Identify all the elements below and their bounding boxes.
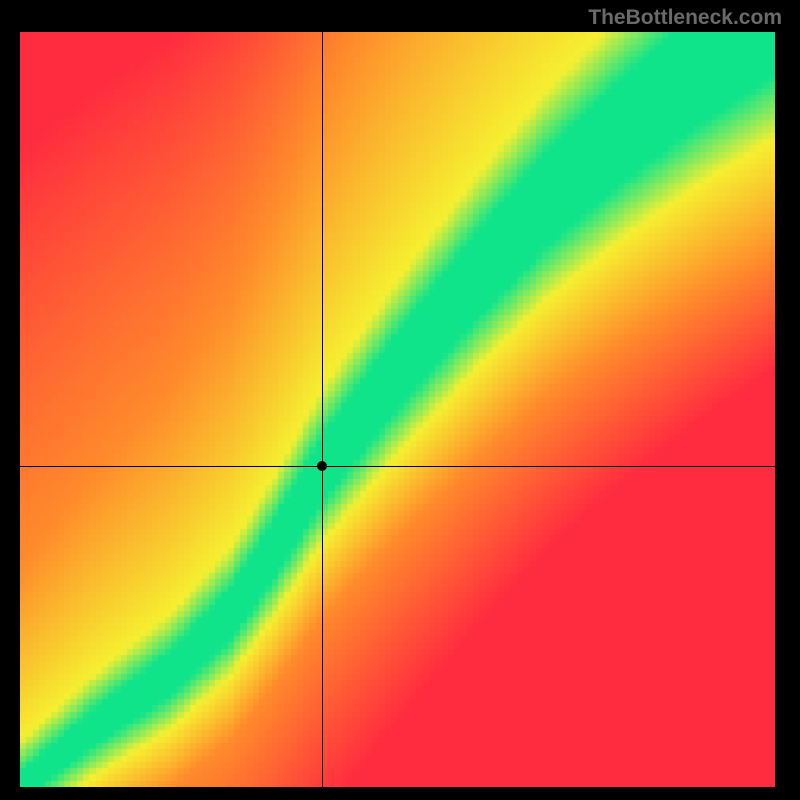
chart-container: { "watermark": { "text": "TheBottleneck.… xyxy=(0,0,800,800)
crosshair-horizontal xyxy=(20,466,775,467)
crosshair-vertical xyxy=(322,32,323,787)
heatmap-plot xyxy=(20,32,775,787)
watermark-text: TheBottleneck.com xyxy=(588,6,782,30)
crosshair-marker xyxy=(317,461,327,471)
heatmap-canvas xyxy=(20,32,775,787)
